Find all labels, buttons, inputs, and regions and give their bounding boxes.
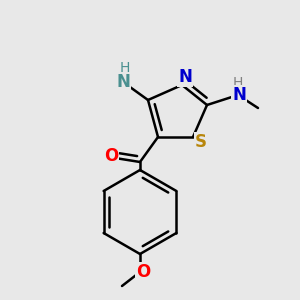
Text: N: N xyxy=(116,73,130,91)
Text: H: H xyxy=(120,81,130,95)
Text: H: H xyxy=(120,61,130,75)
Text: S: S xyxy=(195,133,207,151)
Text: N: N xyxy=(232,86,246,104)
Text: O: O xyxy=(136,263,150,281)
Text: H: H xyxy=(233,76,243,90)
Text: N: N xyxy=(178,68,192,86)
Text: O: O xyxy=(104,147,118,165)
